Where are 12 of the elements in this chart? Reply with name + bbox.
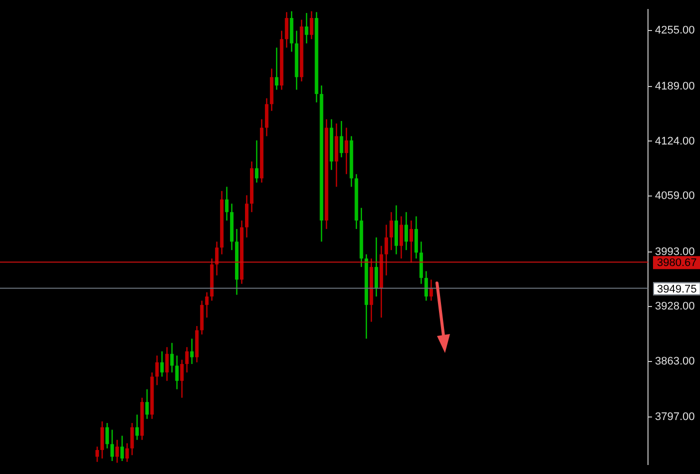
y-tick-label: 4124.00 [655, 135, 695, 148]
candlestick [274, 48, 278, 90]
y-tick-label: 3928.00 [655, 300, 695, 313]
candlestick [254, 140, 258, 183]
ref-line-label: 3949.75 [657, 283, 697, 296]
ref-line-label: 3980.67 [657, 257, 697, 270]
y-tick-label: 4255.00 [655, 24, 695, 37]
y-tick-label: 4189.00 [655, 80, 695, 92]
y-tick-label: 4059.00 [655, 190, 695, 202]
y-tick-label: 3863.00 [655, 355, 695, 368]
y-tick-label: 3797.00 [655, 411, 695, 424]
y-tick-label: 3993.00 [655, 246, 695, 258]
